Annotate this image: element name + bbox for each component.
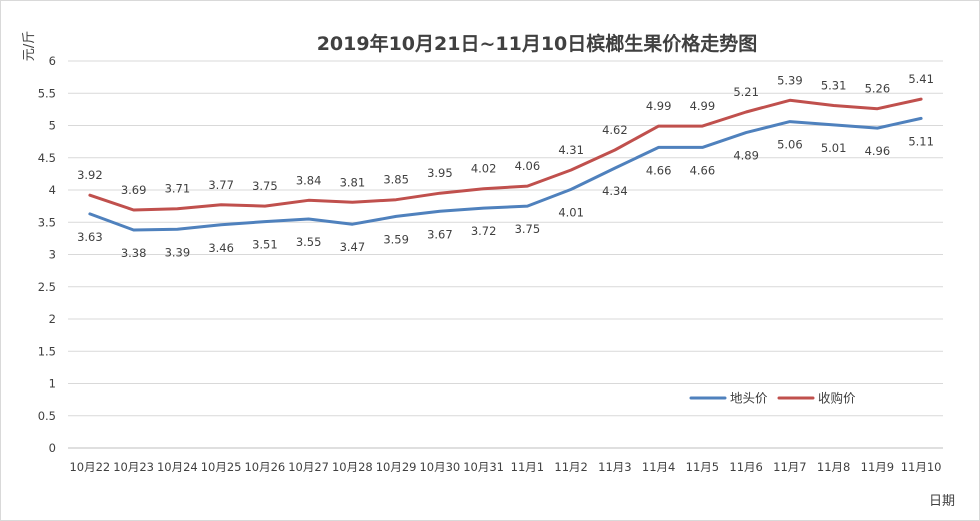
x-tick-label: 11月3 [598,460,631,474]
x-tick-label: 11月4 [642,460,675,474]
data-label: 4.34 [602,184,628,198]
data-label: 3.55 [296,235,322,249]
chart-title: 2019年10月21日~11月10日槟榔生果价格走势图 [317,32,758,55]
x-tick-label: 10月27 [288,460,329,474]
data-label: 3.84 [296,173,322,187]
x-tick-label: 11月8 [817,460,850,474]
data-label: 3.67 [427,227,453,241]
x-tick-label: 10月30 [419,460,460,474]
data-label: 5.39 [777,73,803,87]
y-tick-label: 5 [49,119,56,133]
data-label: 5.31 [821,79,847,93]
data-label: 4.66 [646,163,672,177]
data-label: 3.75 [515,222,541,236]
x-tick-label: 11月10 [901,460,942,474]
y-tick-label: 6 [49,54,56,68]
data-label: 4.06 [515,159,541,173]
data-label: 3.46 [208,241,234,255]
x-tick-label: 10月24 [157,460,198,474]
data-label: 3.72 [471,224,497,238]
data-label: 5.06 [777,138,803,152]
data-label: 3.38 [121,246,147,260]
legend: 地头价 收购价 [689,391,856,406]
data-label: 5.26 [865,82,891,96]
x-tick-label: 10月22 [69,460,110,474]
data-label: 3.51 [252,238,278,252]
data-label: 4.99 [690,99,716,113]
data-label: 4.31 [558,143,584,157]
x-tick-label: 11月2 [554,460,587,474]
y-tick-label: 1 [49,377,56,391]
data-label: 4.66 [690,163,716,177]
x-tick-label: 11月6 [729,460,762,474]
x-tick-label: 10月23 [113,460,154,474]
x-tick-label: 11月7 [773,460,806,474]
series-line-1 [88,116,923,232]
x-tick-label: 11月1 [511,460,544,474]
y-tick-label: 1.5 [38,344,56,358]
data-label: 3.63 [77,230,103,244]
data-label: 3.39 [165,245,191,259]
x-tick-label: 10月26 [244,460,285,474]
data-label: 3.75 [252,179,278,193]
x-axis-label: 日期 [929,494,955,509]
y-tick-label: 4.5 [38,151,56,165]
x-tick-label: 10月25 [201,460,242,474]
y-tick-label: 3 [49,248,56,262]
data-label: 3.71 [165,182,191,196]
data-label: 5.01 [821,141,847,155]
data-label: 4.96 [865,144,891,158]
y-tick-label: 0.5 [38,409,56,423]
x-tick-label: 11月5 [686,460,719,474]
data-label: 5.41 [908,72,934,86]
data-label: 4.02 [471,162,497,176]
x-tick-label: 10月28 [332,460,373,474]
y-tick-label: 2 [49,312,56,326]
data-label: 3.92 [77,168,103,182]
data-label: 3.77 [208,178,234,192]
y-tick-label: 5.5 [38,86,56,100]
legend-label: 收购价 [818,391,856,406]
y-tick-label: 0 [49,441,56,455]
data-label: 5.11 [908,134,934,148]
data-label: 3.47 [340,240,366,254]
y-tick-label: 4 [49,183,56,197]
legend-label: 地头价 [730,391,768,406]
y-tick-label: 3.5 [38,215,56,229]
data-label: 3.59 [383,232,409,246]
y-axis-label: 元/斤 [22,31,37,61]
x-tick-label: 10月29 [376,460,417,474]
series-line-2 [88,97,923,212]
data-label: 3.69 [121,183,147,197]
data-label: 4.62 [602,123,628,137]
data-label: 4.01 [558,205,584,219]
data-label: 3.95 [427,166,453,180]
data-label: 4.99 [646,99,672,113]
data-label: 5.21 [733,85,759,99]
x-tick-label: 10月31 [463,460,504,474]
data-label: 3.85 [383,173,409,187]
y-tick-label: 2.5 [38,280,56,294]
data-label: 3.81 [340,175,366,189]
x-tick-label: 11月9 [861,460,894,474]
data-label: 4.89 [733,149,759,163]
